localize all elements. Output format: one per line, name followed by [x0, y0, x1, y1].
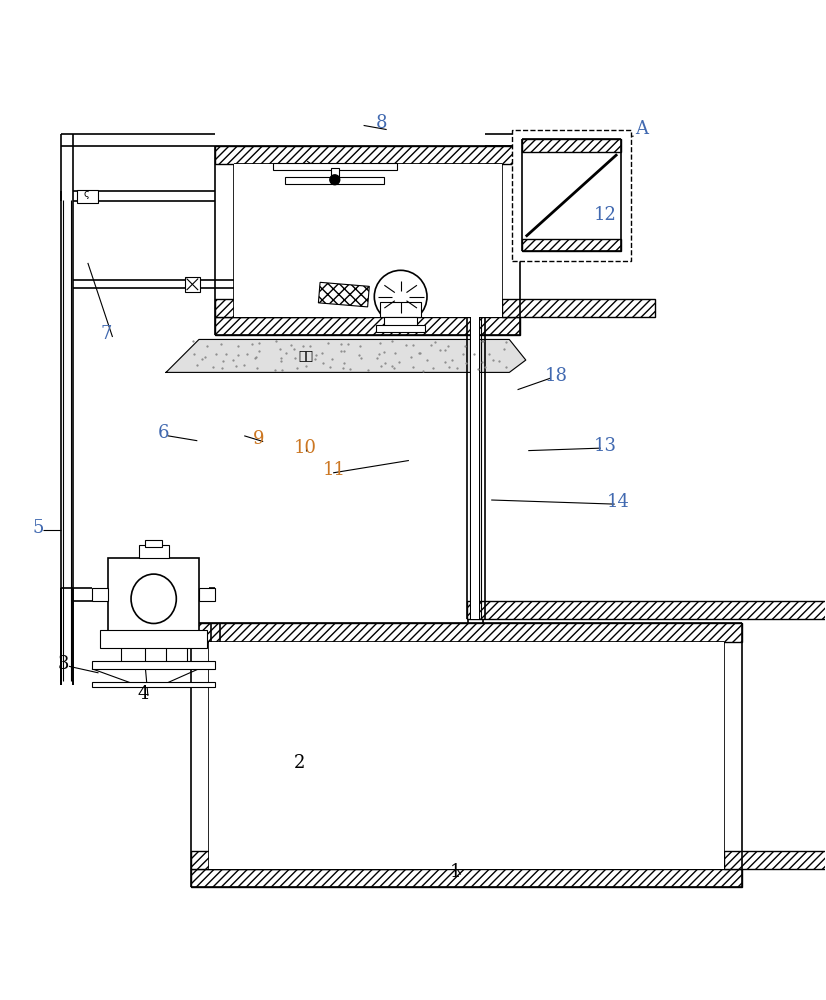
Bar	[191, 869, 743, 887]
Bar	[330, 168, 339, 178]
Ellipse shape	[131, 574, 176, 623]
Text: 3: 3	[57, 655, 69, 673]
Bar	[191, 851, 418, 869]
Text: 18: 18	[544, 367, 567, 385]
Bar	[522, 239, 621, 251]
Bar	[216, 146, 520, 164]
Text: 7: 7	[100, 325, 112, 343]
Bar	[286, 177, 384, 184]
Bar	[376, 325, 425, 332]
Bar	[100, 630, 207, 648]
Text: 6: 6	[158, 424, 169, 442]
Bar	[108, 558, 199, 632]
Text: 12: 12	[594, 206, 617, 224]
Bar	[209, 642, 724, 869]
Bar	[502, 299, 655, 317]
Text: 地面: 地面	[298, 350, 314, 363]
Bar	[191, 623, 743, 642]
Circle shape	[330, 175, 339, 185]
Text: 9: 9	[253, 430, 264, 448]
Bar	[273, 163, 396, 170]
Text: 11: 11	[322, 461, 345, 479]
Bar	[216, 317, 520, 335]
Text: 5: 5	[33, 519, 44, 537]
Bar	[522, 139, 621, 152]
Bar	[467, 601, 826, 619]
Text: A: A	[635, 120, 648, 138]
Text: 2: 2	[293, 754, 305, 772]
Text: 1: 1	[450, 863, 462, 881]
Bar	[145, 540, 162, 547]
Bar	[380, 302, 421, 317]
Text: 8: 8	[376, 114, 387, 132]
Bar	[92, 661, 216, 669]
Bar	[185, 277, 200, 292]
Bar	[92, 588, 108, 601]
Bar	[139, 545, 169, 558]
Bar	[199, 588, 216, 601]
Text: 14: 14	[606, 493, 629, 511]
Bar	[724, 851, 826, 869]
Bar	[77, 190, 97, 203]
Polygon shape	[166, 339, 526, 372]
Text: 13: 13	[594, 437, 617, 455]
Text: 10: 10	[293, 439, 316, 457]
Bar	[216, 299, 368, 317]
Bar	[92, 682, 216, 687]
Bar	[384, 317, 417, 327]
Bar	[512, 130, 631, 261]
Bar	[234, 164, 502, 317]
Bar	[471, 164, 479, 619]
Text: ς: ς	[83, 189, 89, 199]
Bar	[318, 282, 369, 307]
Text: 4: 4	[137, 685, 149, 703]
